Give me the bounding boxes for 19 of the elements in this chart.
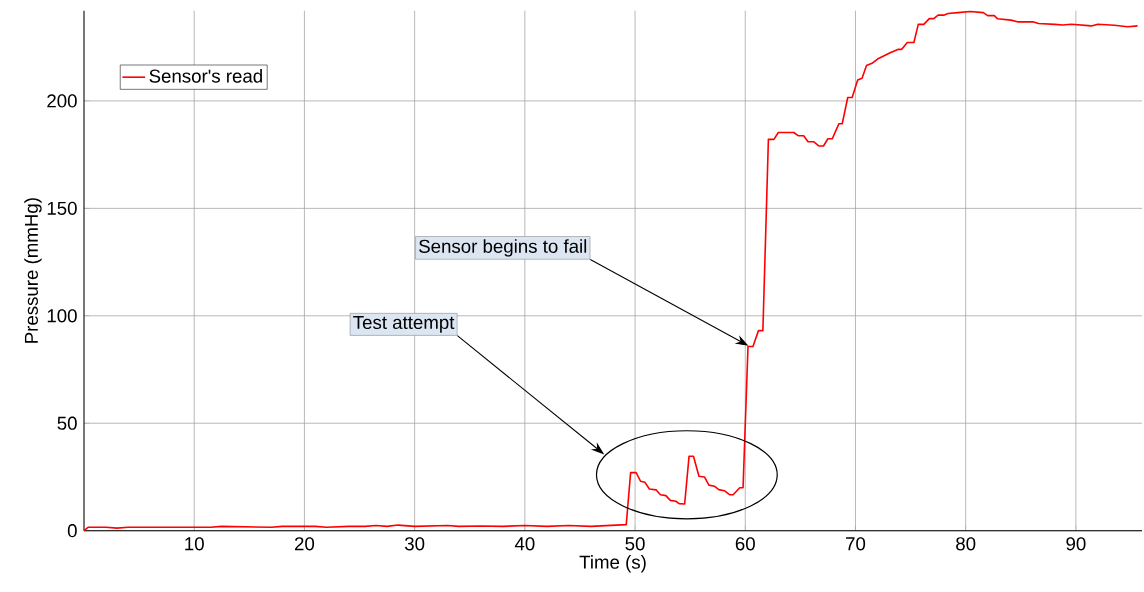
x-tick-label: 10: [185, 537, 204, 551]
x-tick-label: 50: [625, 537, 645, 551]
x-tick-label: 90: [1066, 537, 1086, 551]
x-tick-label: 30: [404, 537, 425, 551]
y-tick-label: 150: [47, 201, 77, 215]
annotation: Sensor begins to fail: [419, 239, 587, 257]
x-tick-label: 40: [514, 537, 535, 551]
x-axis-title: Time (s): [579, 555, 646, 573]
x-tick-label: 20: [294, 537, 315, 551]
x-tick-label: 60: [735, 537, 755, 551]
y-tick-label: 100: [47, 309, 77, 323]
y-tick-label: 0: [67, 524, 77, 538]
legend-label: Sensor's read: [149, 69, 262, 83]
x-tick-label: 80: [956, 537, 976, 551]
y-tick-label: 50: [57, 416, 77, 430]
annotation: Test attempt: [353, 316, 455, 333]
y-tick-label: 200: [47, 94, 77, 108]
x-tick-label: 70: [846, 537, 866, 551]
y-axis-title: Pressure (mmHg): [24, 198, 42, 343]
